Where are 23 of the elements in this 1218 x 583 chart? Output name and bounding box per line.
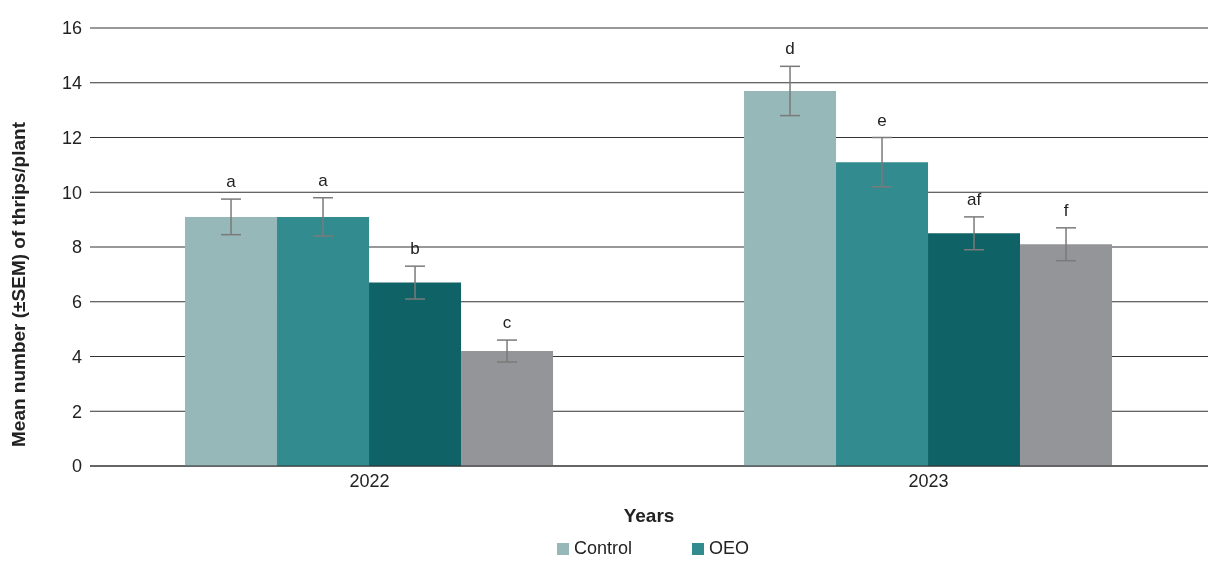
x-tick-label: 2023 [908,470,949,491]
y-tick-label: 16 [61,18,82,39]
legend-label: Control [573,538,632,559]
y-tick-label: 12 [61,127,82,148]
data-label: af [966,189,982,209]
x-axis-title: Years [623,505,675,526]
y-tick-label: 8 [71,237,82,258]
data-label: e [877,110,887,130]
y-tick-label: 0 [71,456,82,477]
data-label: f [1063,200,1069,220]
x-tick-label: 2022 [349,470,390,491]
data-label: a [226,172,237,192]
data-label: c [502,313,512,333]
y-tick-label: 6 [71,292,82,313]
y-tick-label: 2 [71,401,82,422]
y-tick-label: 14 [61,73,82,94]
data-label: a [318,170,329,190]
data-label: d [785,39,795,59]
data-label: b [410,239,420,259]
legend-label: OEO [709,538,750,559]
y-tick-label: 4 [71,346,82,367]
y-tick-label: 10 [61,182,82,203]
y-axis-title: Mean number (±SEM) of thrips/plant [7,121,29,447]
